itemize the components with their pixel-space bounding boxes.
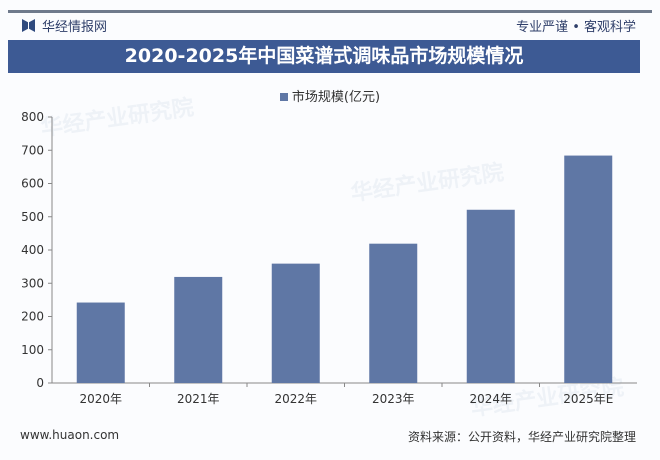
brand-logo-icon — [22, 19, 36, 32]
x-tick-label: 2021年 — [177, 392, 220, 406]
legend-swatch — [279, 93, 288, 101]
y-tick-label: 700 — [21, 143, 44, 157]
footer-source: 资料来源：公开资料，华经产业研究院整理 — [407, 430, 636, 444]
y-tick-label: 400 — [21, 243, 44, 257]
brand-name: 华经情报网 — [42, 20, 108, 35]
y-tick-label: 200 — [21, 310, 44, 324]
x-tick-label: 2024年 — [469, 392, 512, 406]
y-tick-label: 300 — [21, 276, 44, 290]
legend-label: 市场规模(亿元) — [291, 90, 381, 105]
y-tick-label: 500 — [21, 210, 44, 224]
top-divider — [8, 10, 652, 13]
bar-2023年 — [369, 243, 418, 383]
x-tick-label: 2022年 — [274, 392, 317, 406]
y-tick-label: 100 — [21, 343, 44, 357]
chart-title: 2020-2025年中国菜谱式调味品市场规模情况 — [8, 40, 640, 73]
x-tick-label: 2025年E — [563, 392, 613, 406]
brand: 华经情报网 — [22, 16, 107, 35]
footer-website: www.huaon.com — [20, 428, 120, 442]
y-tick-label: 600 — [21, 177, 44, 191]
bar-2020年 — [76, 302, 125, 383]
bar-2024年 — [466, 209, 515, 383]
x-tick-label: 2020年 — [79, 392, 122, 406]
bar-2025年E — [564, 155, 613, 383]
bar-2021年 — [174, 276, 223, 383]
slogan: 专业严谨 • 客观科学 — [516, 20, 636, 35]
legend: 市场规模(亿元) — [0, 86, 660, 105]
x-tick-label: 2023年 — [372, 392, 415, 406]
bar-2022年 — [271, 263, 320, 383]
y-tick-label: 800 — [21, 110, 44, 124]
y-tick-label: 0 — [36, 376, 44, 390]
